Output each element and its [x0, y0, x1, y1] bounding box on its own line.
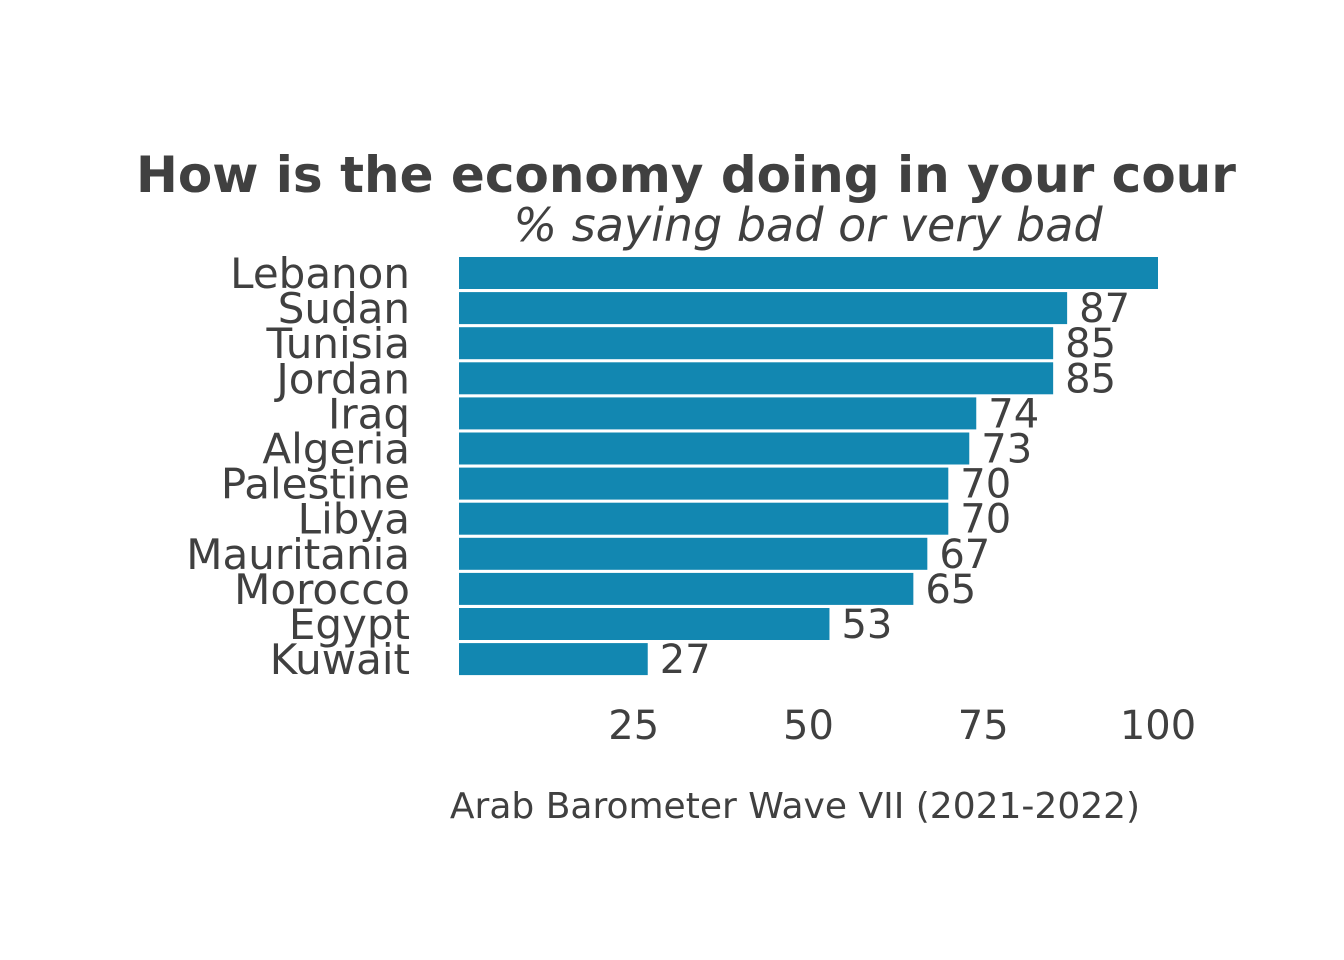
bar-mauritania [459, 537, 928, 570]
value-label-kuwait: 27 [660, 637, 711, 683]
value-label-morocco: 65 [925, 567, 976, 613]
category-label-jordan: Jordan [273, 354, 410, 403]
bar-kuwait [459, 643, 648, 676]
category-label-lebanon: Lebanon [230, 249, 410, 298]
value-label-iraq: 74 [988, 391, 1039, 437]
bar-lebanon [459, 257, 1158, 289]
category-label-sudan: Sudan [278, 284, 410, 333]
value-label-egypt: 53 [841, 602, 892, 648]
x-axis-ticks-group: 25 50 75 100 [608, 703, 1196, 749]
bar-algeria [459, 432, 970, 465]
category-label-palestine: Palestine [221, 460, 410, 509]
bar-sudan [459, 292, 1068, 325]
value-label-sudan: 87 [1079, 286, 1130, 332]
value-label-algeria: 73 [981, 427, 1032, 473]
category-label-libya: Libya [298, 495, 410, 544]
category-label-egypt: Egypt [289, 600, 410, 649]
bar-morocco [459, 572, 914, 605]
value-label-libya: 70 [960, 497, 1011, 543]
category-labels-group: LebanonSudanTunisiaJordanIraqAlgeriaPale… [186, 249, 410, 684]
value-label-jordan: 85 [1065, 356, 1116, 402]
x-tick-label-75: 75 [958, 703, 1009, 749]
value-label-palestine: 70 [960, 462, 1011, 508]
value-label-tunisia: 85 [1065, 321, 1116, 367]
chart-title: How is the economy doing in your cour [136, 146, 1236, 204]
x-tick-label-100: 100 [1120, 703, 1196, 749]
chart-subtitle: % saying bad or very bad [513, 198, 1103, 252]
category-label-algeria: Algeria [262, 425, 410, 474]
value-label-mauritania: 67 [939, 532, 990, 578]
chart-caption: Arab Barometer Wave VII (2021-2022) [450, 786, 1140, 827]
category-label-tunisia: Tunisia [266, 319, 410, 368]
category-label-kuwait: Kuwait [270, 635, 410, 684]
bar-libya [459, 502, 949, 535]
bars-group [459, 257, 1158, 676]
category-label-iraq: Iraq [328, 389, 410, 438]
x-tick-label-50: 50 [783, 703, 834, 749]
bar-tunisia [459, 327, 1054, 360]
category-label-mauritania: Mauritania [186, 530, 410, 579]
bar-egypt [459, 608, 830, 640]
category-label-morocco: Morocco [234, 565, 410, 614]
bar-palestine [459, 467, 949, 500]
bar-jordan [459, 362, 1054, 395]
x-tick-label-25: 25 [608, 703, 659, 749]
bar-iraq [459, 397, 977, 430]
